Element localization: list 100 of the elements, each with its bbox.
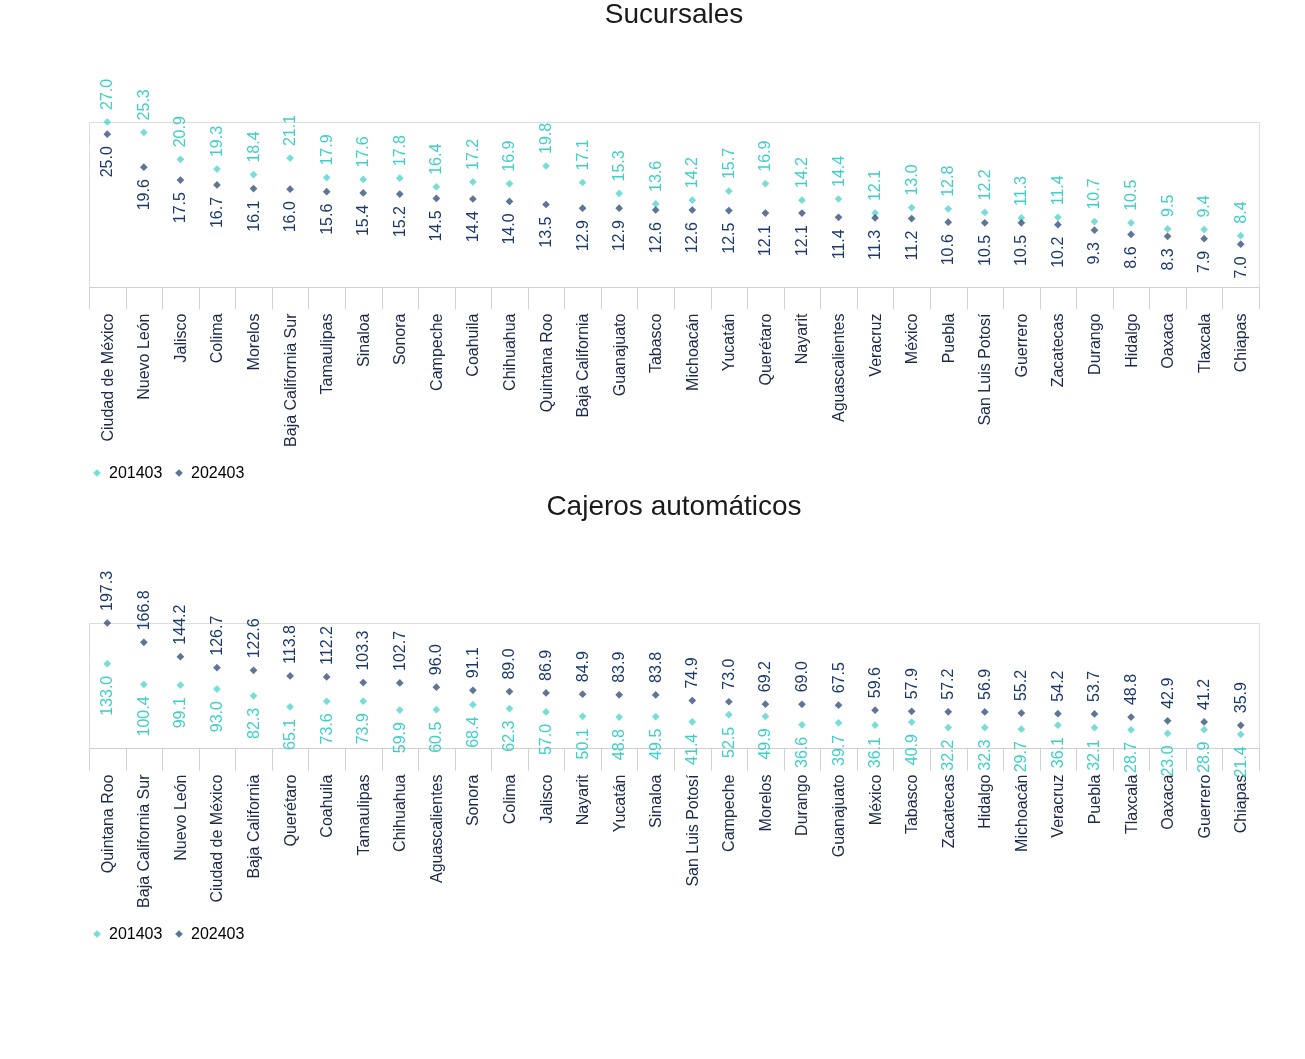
point — [103, 130, 112, 139]
data-label: 55.2 — [1012, 669, 1030, 702]
point — [1200, 225, 1209, 234]
point — [176, 652, 185, 661]
data-label: 48.8 — [610, 728, 628, 761]
data-label: 15.6 — [317, 203, 335, 235]
x-tick-label: Campeche — [720, 774, 738, 852]
data-label: 19.8 — [537, 122, 555, 154]
point — [1017, 709, 1026, 717]
point — [980, 708, 989, 716]
point — [761, 712, 770, 721]
data-label: 56.9 — [975, 668, 993, 700]
point — [1054, 213, 1062, 222]
x-tick-label: México — [866, 774, 884, 826]
data-label: 19.6 — [134, 179, 152, 211]
point — [139, 128, 148, 137]
point — [688, 696, 697, 705]
data-label: 21.1 — [281, 114, 299, 147]
point — [1127, 230, 1135, 239]
point — [615, 713, 624, 721]
point — [542, 708, 550, 716]
point — [395, 679, 404, 687]
point — [944, 723, 953, 732]
data-label: 53.7 — [1085, 670, 1103, 702]
x-tick-label: Yucatán — [610, 774, 628, 833]
x-tick-label: Baja California — [574, 313, 592, 418]
point — [834, 701, 843, 710]
x-tick-label: Sonora — [391, 313, 409, 366]
data-label: 12.8 — [939, 165, 957, 197]
data-label: 59.9 — [390, 721, 408, 754]
data-label: 14.4 — [463, 210, 481, 243]
point — [469, 700, 477, 709]
point — [176, 176, 185, 184]
data-label: 11.3 — [1012, 175, 1030, 206]
point — [651, 691, 660, 699]
point — [1236, 721, 1245, 730]
point — [359, 678, 368, 687]
data-label: 48.8 — [1122, 673, 1140, 706]
data-label: 14.2 — [683, 156, 701, 189]
x-tick-label: Yucatán — [720, 313, 738, 372]
point — [578, 204, 587, 213]
point — [907, 203, 916, 212]
x-tick-label: Oaxaca — [1159, 313, 1177, 369]
point — [1163, 225, 1172, 233]
legend-label: 202403 — [191, 925, 245, 942]
data-label: 99.1 — [171, 697, 189, 729]
point — [395, 706, 404, 714]
point — [907, 707, 916, 716]
data-label: 57.2 — [939, 668, 957, 700]
point — [1090, 226, 1099, 235]
x-tick-label: Querétaro — [756, 313, 774, 386]
point — [1163, 729, 1172, 738]
point — [1017, 725, 1026, 734]
x-tick-label: Tlaxcala — [1195, 313, 1213, 374]
point — [1163, 232, 1172, 241]
point — [980, 723, 989, 732]
data-label: 67.5 — [829, 661, 847, 694]
x-tick-label: Guanajuato — [610, 313, 628, 397]
x-tick-label: Aguascalientes — [427, 774, 445, 884]
data-label: 83.9 — [610, 651, 628, 683]
x-tick-label: Nayarit — [793, 312, 811, 365]
data-label: 59.6 — [866, 667, 884, 699]
point — [798, 700, 806, 709]
x-tick-label: Hidalgo — [1122, 313, 1140, 368]
point — [871, 706, 879, 715]
point — [1090, 723, 1099, 732]
point — [1090, 710, 1099, 718]
point — [907, 214, 916, 223]
point — [834, 718, 843, 727]
data-label: 15.3 — [610, 150, 628, 182]
x-tick-label: Chiapas — [1232, 313, 1250, 373]
data-label: 32.2 — [939, 739, 957, 771]
x-tick-label: Chihuahua — [500, 313, 518, 391]
data-label: 12.2 — [975, 169, 993, 201]
chart-title: Cajeros automáticos — [546, 489, 802, 521]
data-label: 69.2 — [756, 660, 774, 693]
point — [249, 666, 258, 675]
data-label: 11.3 — [866, 229, 884, 260]
point — [798, 720, 806, 729]
data-label: 144.2 — [171, 604, 189, 645]
data-label: 60.5 — [427, 721, 445, 753]
x-tick-label: Durango — [1085, 313, 1103, 375]
point — [944, 218, 953, 227]
data-label: 133.0 — [98, 675, 116, 716]
point — [139, 680, 148, 689]
data-label: 42.9 — [1158, 677, 1176, 709]
x-tick-label: Durango — [793, 774, 811, 836]
data-label: 17.2 — [463, 138, 481, 170]
point — [286, 672, 294, 680]
point — [322, 187, 331, 196]
x-tick-label: Quintana Roo — [537, 313, 555, 413]
x-tick-label: Sonora — [464, 774, 482, 827]
data-label: 35.9 — [1231, 682, 1249, 714]
point — [798, 196, 806, 205]
point — [139, 638, 148, 647]
data-label: 17.5 — [171, 191, 189, 224]
point — [1090, 217, 1099, 226]
x-tick-label: Puebla — [1085, 774, 1103, 825]
point — [139, 163, 148, 172]
point — [615, 690, 624, 699]
